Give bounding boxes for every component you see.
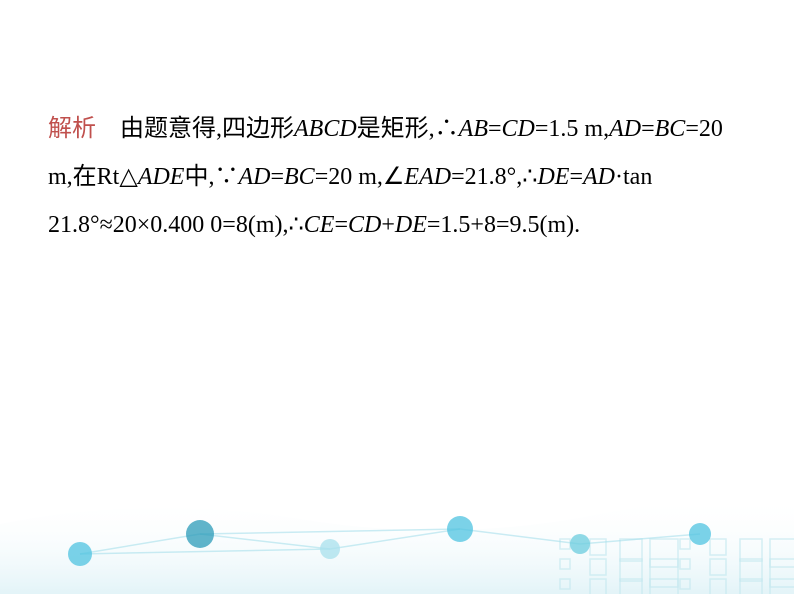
text-part: =21.8°,∴ <box>451 164 537 190</box>
text-part: =1.5+8=9.5(m). <box>427 212 580 238</box>
text-part: = <box>270 164 284 190</box>
var-ce: CE <box>304 212 335 238</box>
text-part: = <box>641 116 655 142</box>
text-part: =1.5 m, <box>535 116 609 142</box>
var-abcd: ABCD <box>294 116 357 142</box>
var-ade: ADE <box>138 164 185 190</box>
var-de2: DE <box>395 212 427 238</box>
var-ead: EAD <box>404 164 451 190</box>
wave-shape <box>0 498 794 594</box>
text-part: 由题意得,四边形 <box>120 116 294 142</box>
var-de: DE <box>537 164 569 190</box>
var-ad: AD <box>609 116 641 142</box>
var-bc2: BC <box>284 164 315 190</box>
network-nodes <box>68 516 711 566</box>
grid-squares <box>560 539 794 594</box>
var-cd2: CD <box>348 212 381 238</box>
solution-text: 解析由题意得,四边形ABCD是矩形,∴AB=CD=1.5 m,AD=BC=20 … <box>48 105 746 249</box>
text-part: = <box>488 116 502 142</box>
text-part: + <box>381 212 395 238</box>
var-ab: AB <box>459 116 488 142</box>
text-part: 中,∵ <box>184 164 238 190</box>
text-part: = <box>334 212 348 238</box>
solution-label: 解析 <box>48 116 96 142</box>
var-bc: BC <box>655 116 686 142</box>
var-ad3: AD <box>583 164 615 190</box>
var-cd: CD <box>502 116 535 142</box>
text-part: =20 m,∠ <box>315 164 405 190</box>
text-part: = <box>569 164 583 190</box>
var-ad2: AD <box>238 164 270 190</box>
background-decoration <box>0 464 794 594</box>
network-edges <box>80 529 700 554</box>
text-part: 是矩形,∴ <box>357 116 459 142</box>
